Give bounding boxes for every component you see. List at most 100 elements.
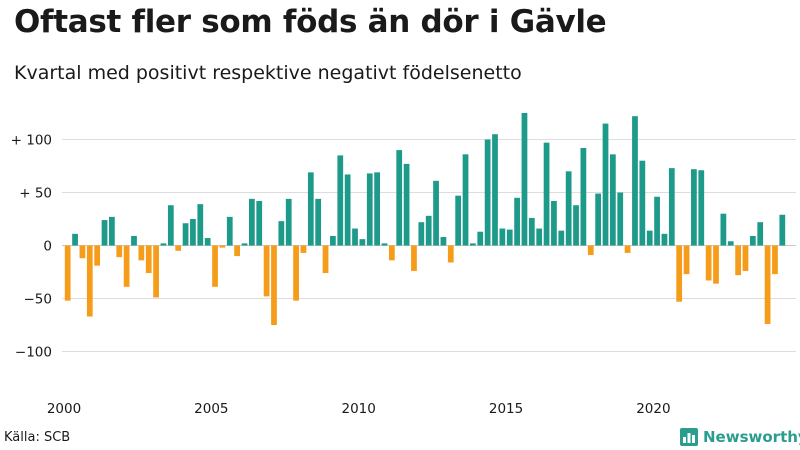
bar-positive	[543, 142, 550, 246]
x-axis-ticks: 2000 2005 2010 2015 2020	[47, 401, 671, 417]
bar-positive	[521, 113, 528, 246]
bar-positive	[558, 230, 565, 246]
y-tick-label: + 50	[19, 186, 52, 202]
bar-positive	[609, 154, 616, 246]
bar-positive	[285, 198, 292, 246]
bar-negative	[587, 245, 594, 256]
bar-positive	[101, 220, 108, 246]
bar-positive	[330, 235, 336, 246]
bar-negative	[145, 245, 152, 274]
bars	[64, 113, 786, 325]
bar-negative	[772, 245, 778, 275]
bar-positive	[315, 198, 322, 246]
bar-positive	[256, 200, 263, 246]
bar-positive	[197, 204, 204, 246]
bar-positive	[381, 243, 388, 246]
y-axis-ticks: + 100 + 50 0 −50 −100	[11, 133, 52, 361]
bar-negative	[293, 245, 299, 301]
bar-positive	[109, 216, 115, 246]
bar-positive	[492, 134, 498, 246]
bar-positive	[418, 222, 425, 246]
bar-positive	[720, 213, 727, 246]
bar-positive	[749, 235, 756, 246]
bar-positive	[278, 221, 285, 246]
bar-negative	[153, 245, 159, 298]
bar-positive	[455, 195, 462, 246]
bar-negative	[676, 245, 683, 302]
y-tick-label: −100	[15, 345, 52, 361]
bar-positive	[190, 219, 196, 246]
bar-positive	[779, 214, 786, 246]
bar-positive	[536, 228, 543, 246]
bar-negative	[300, 245, 307, 253]
bar-negative	[116, 245, 123, 258]
y-tick-label: 0	[43, 239, 52, 255]
newsworthy-logo: Newsworthy	[680, 428, 800, 446]
bar-positive	[617, 192, 624, 246]
bar-positive	[528, 217, 535, 246]
bar-positive	[551, 200, 557, 246]
bar-negative	[271, 245, 277, 325]
chart-subtitle: Kvartal med positivt respektive negativt…	[14, 62, 522, 84]
bar-positive	[241, 243, 248, 246]
bar-positive	[307, 172, 314, 246]
bar-positive	[440, 237, 447, 246]
bar-positive	[639, 160, 646, 246]
bar-positive	[595, 193, 602, 246]
bar-negative	[64, 245, 71, 301]
newsworthy-logo-icon	[680, 428, 698, 446]
bar-negative	[123, 245, 130, 287]
bar-positive	[374, 172, 380, 246]
bar-negative	[322, 245, 329, 274]
x-tick-label: 2000	[47, 401, 81, 417]
bar-positive	[580, 147, 587, 246]
bar-positive	[462, 154, 469, 246]
chart-title: Oftast fler som föds än dör i Gävle	[14, 4, 607, 40]
bar-positive	[182, 223, 189, 246]
bar-negative	[219, 245, 226, 248]
x-tick-label: 2005	[194, 401, 228, 417]
bar-positive	[499, 228, 506, 246]
bar-positive	[698, 170, 705, 246]
bar-positive	[727, 241, 734, 246]
bar-positive	[396, 150, 403, 246]
bar-positive	[632, 116, 638, 246]
bar-positive	[477, 231, 484, 246]
bar-positive	[72, 233, 78, 246]
bar-negative	[742, 245, 749, 271]
bar-positive	[433, 180, 439, 246]
bar-positive	[573, 205, 579, 246]
bar-negative	[94, 245, 101, 266]
bar-negative	[764, 245, 771, 324]
bar-positive	[654, 196, 660, 246]
bar-positive	[204, 238, 211, 246]
y-tick-label: + 100	[11, 133, 52, 149]
bar-positive	[167, 205, 174, 246]
bar-positive	[602, 123, 609, 246]
bar-negative	[624, 245, 631, 253]
bar-positive	[226, 216, 233, 246]
bar-negative	[411, 245, 417, 271]
bar-positive	[470, 243, 476, 246]
bar-negative	[263, 245, 270, 297]
bar-positive	[514, 197, 520, 246]
x-tick-label: 2020	[636, 401, 670, 417]
bar-positive	[352, 228, 358, 246]
bar-positive	[565, 171, 572, 246]
bar-negative	[212, 245, 218, 287]
bar-positive	[668, 168, 675, 246]
bar-negative	[683, 245, 690, 275]
bar-positive	[757, 222, 764, 246]
bar-positive	[344, 174, 351, 246]
x-tick-label: 2010	[342, 401, 376, 417]
bar-negative	[735, 245, 741, 276]
bar-positive	[403, 163, 410, 246]
bar-positive	[506, 229, 513, 246]
bar-positive	[661, 233, 668, 246]
bar-negative	[234, 245, 241, 257]
bar-positive	[337, 155, 344, 246]
bar-positive	[160, 243, 167, 246]
y-tick-label: −50	[24, 292, 53, 308]
source-note: Källa: SCB	[4, 430, 71, 445]
bar-positive	[484, 139, 491, 246]
